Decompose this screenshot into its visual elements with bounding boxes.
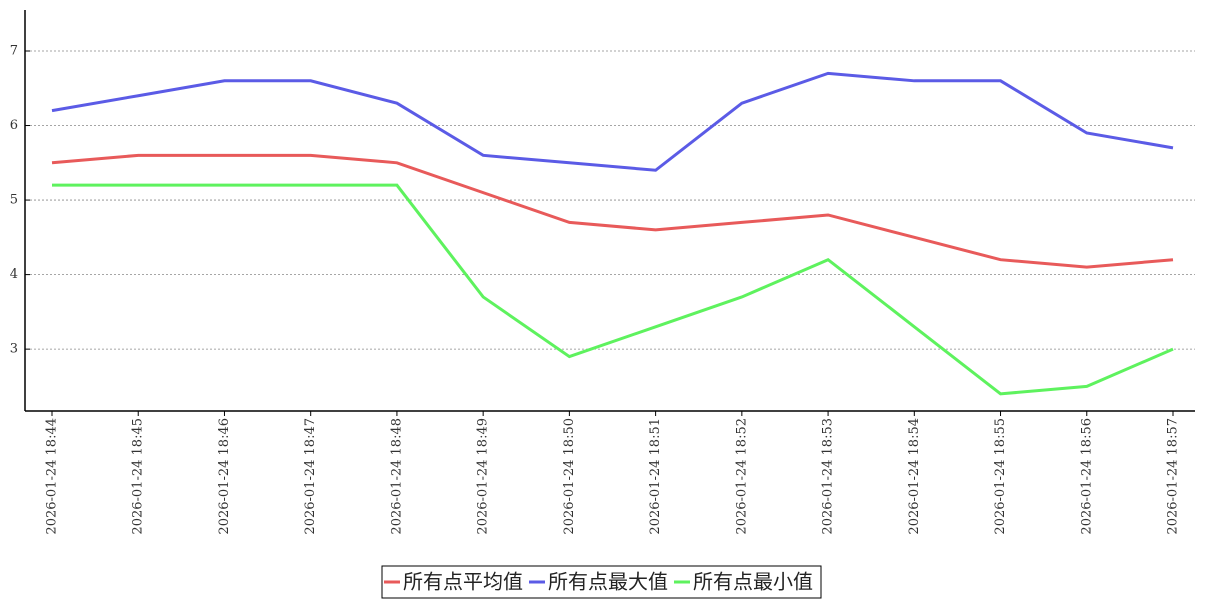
series-line <box>52 183 1174 396</box>
y-tick-label: 6 <box>10 118 18 133</box>
x-tick-label: 2026-01-24 18:53 <box>821 418 836 535</box>
series-line <box>51 71 1174 172</box>
legend-label: 所有点平均值 <box>403 570 523 594</box>
x-tick-label: 2026-01-24 18:47 <box>303 418 318 535</box>
legend-box <box>381 565 822 599</box>
x-tick-label: 2026-01-24 18:48 <box>389 418 404 535</box>
x-tick-label: 2026-01-24 18:45 <box>131 418 146 535</box>
x-tick-label: 2026-01-24 18:49 <box>476 418 491 535</box>
x-tick-label: 2026-01-24 18:55 <box>993 418 1008 535</box>
legend: 所有点平均值 所有点最大值 所有点最小值 <box>381 565 822 599</box>
series-line <box>51 153 1174 269</box>
x-tick-label: 2026-01-24 18:52 <box>734 418 749 535</box>
x-tick-label: 2026-01-24 18:56 <box>1079 418 1094 535</box>
x-tick-label: 2026-01-24 18:44 <box>45 418 60 535</box>
x-tick-label: 2026-01-24 18:46 <box>217 418 232 535</box>
x-tick-label: 2026-01-24 18:54 <box>907 418 922 535</box>
y-tick-label: 4 <box>10 267 18 282</box>
x-tick-label: 2026-01-24 18:51 <box>648 418 663 535</box>
legend-label: 所有点最小值 <box>693 570 813 594</box>
x-tick-label: 2026-01-24 18:57 <box>1166 418 1181 535</box>
legend-label: 所有点最大值 <box>548 570 668 594</box>
y-tick-label: 3 <box>10 342 18 357</box>
y-tick-label: 5 <box>10 193 18 208</box>
y-tick-label: 7 <box>10 43 18 58</box>
x-tick-label: 2026-01-24 18:50 <box>562 418 577 535</box>
